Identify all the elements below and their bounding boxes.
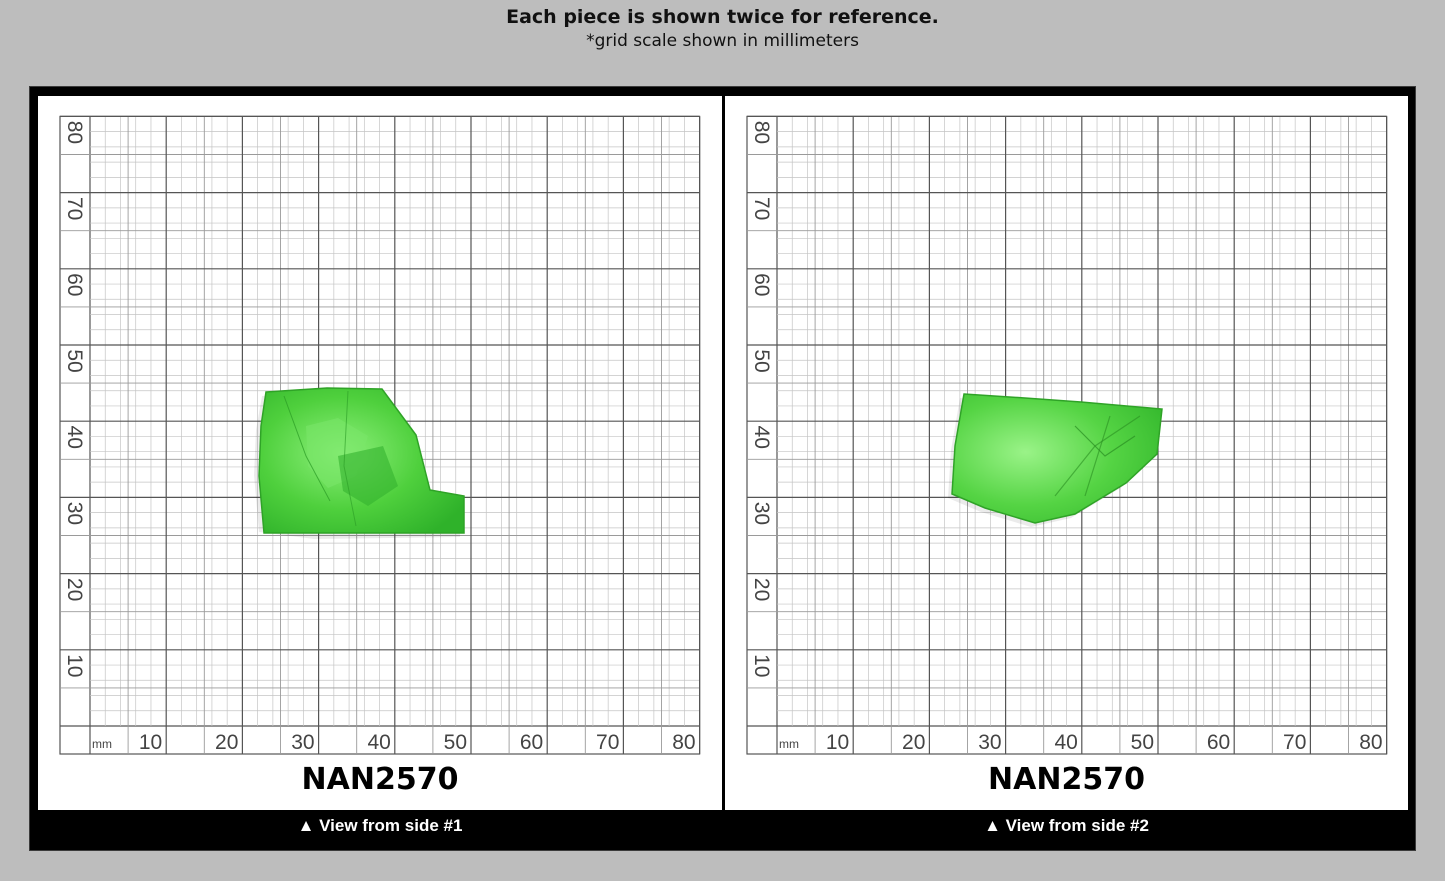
y-tick-label: 20 (750, 578, 773, 601)
y-tick-label: 30 (750, 502, 773, 525)
x-tick-label: 70 (596, 731, 619, 754)
y-tick-label: 70 (750, 197, 773, 220)
page-title: Each piece is shown twice for reference. (506, 6, 939, 28)
caption-side-2: ▲ View from side #2 (984, 816, 1149, 835)
piece-id-side-1: NAN2570 (301, 762, 459, 797)
y-tick-label: 50 (750, 349, 773, 372)
grid-paper-side-1: 10 20 30 40 50 60 70 80 10 20 30 40 50 60 70 80 mm (59, 115, 701, 755)
x-tick-label: 60 (1207, 731, 1230, 754)
y-tick-label: 80 (63, 121, 86, 144)
photo-frame: 10 20 30 40 50 60 70 80 10 20 30 40 50 60 70 80 mm NAN25… (29, 86, 1416, 851)
x-tick-label: 30 (978, 731, 1001, 754)
photo-panel-side-1: 10 20 30 40 50 60 70 80 10 20 30 40 50 60 70 80 mm NAN25… (38, 96, 722, 810)
gemstone-side-2 (948, 393, 1163, 527)
x-tick-label: 40 (1054, 731, 1077, 754)
piece-id-side-2: NAN2570 (988, 762, 1145, 797)
y-tick-label: 10 (63, 654, 86, 677)
x-tick-label: 80 (1359, 731, 1382, 754)
unit-label: mm (779, 737, 799, 751)
y-tick-label: 60 (63, 273, 86, 296)
y-tick-label: 40 (750, 426, 773, 449)
y-tick-label: 20 (63, 578, 86, 601)
x-tick-label: 80 (672, 731, 695, 754)
x-tick-label: 50 (444, 731, 467, 754)
grid-labels: 10 20 30 40 50 60 70 80 10 20 30 40 50 60 70 80 mm (750, 121, 1383, 754)
y-tick-label: 40 (63, 426, 86, 449)
y-tick-label: 10 (750, 654, 773, 677)
x-tick-label: 20 (902, 731, 925, 754)
y-tick-label: 50 (63, 349, 86, 372)
x-tick-label: 50 (1131, 731, 1154, 754)
caption-side-1: ▲ View from side #1 (297, 816, 463, 835)
y-tick-label: 80 (750, 121, 773, 144)
page-subtitle: *grid scale shown in millimeters (586, 31, 859, 51)
grid-paper-side-2: 10 20 30 40 50 60 70 80 10 20 30 40 50 60 70 80 mm (746, 115, 1388, 755)
grid-lines (59, 115, 701, 755)
x-tick-label: 70 (1283, 731, 1306, 754)
unit-label: mm (92, 737, 112, 751)
photo-panel-side-2: 10 20 30 40 50 60 70 80 10 20 30 40 50 60 70 80 mm NAN25… (725, 96, 1408, 810)
x-tick-label: 10 (139, 731, 162, 754)
x-tick-label: 60 (520, 731, 543, 754)
x-tick-label: 30 (291, 731, 314, 754)
y-tick-label: 30 (63, 502, 86, 525)
y-tick-label: 60 (750, 273, 773, 296)
x-tick-label: 20 (215, 731, 238, 754)
header: Each piece is shown twice for reference.… (0, 4, 1445, 52)
x-tick-label: 40 (367, 731, 390, 754)
x-tick-label: 10 (826, 731, 849, 754)
y-tick-label: 70 (63, 197, 86, 220)
gemstone-side-1 (254, 387, 465, 539)
grid-labels: 10 20 30 40 50 60 70 80 10 20 30 40 50 60 70 80 mm (63, 121, 696, 754)
